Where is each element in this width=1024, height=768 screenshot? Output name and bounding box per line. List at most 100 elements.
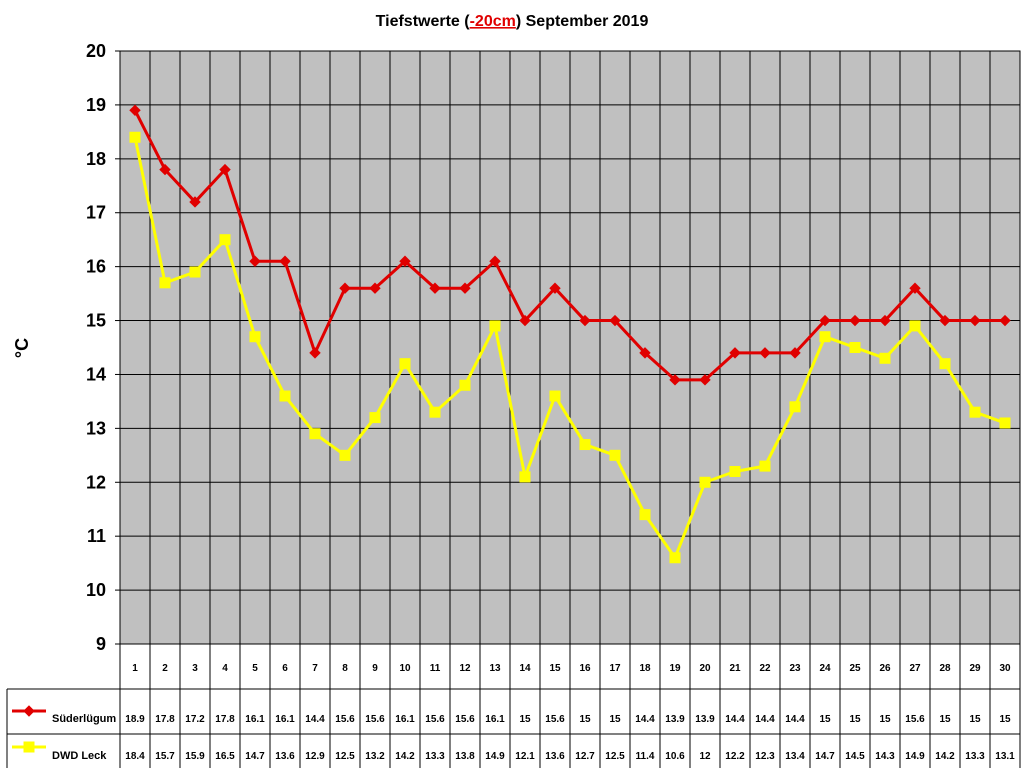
x-tick-label: 13 (489, 663, 501, 674)
y-tick-label: 18 (86, 149, 106, 169)
data-point (609, 314, 621, 327)
data-point (489, 255, 501, 267)
y-tick-label: 10 (86, 580, 106, 600)
data-label: 14.3 (875, 751, 895, 762)
data-point (279, 390, 291, 402)
data-point (669, 552, 681, 564)
x-tick-label: 10 (399, 663, 411, 674)
data-point (339, 282, 351, 294)
data-point (999, 417, 1011, 429)
x-tick-label: 11 (430, 663, 441, 674)
x-tick-label: 2 (162, 663, 168, 674)
data-label: 12.1 (515, 751, 535, 762)
data-point (699, 374, 711, 386)
y-tick-label: 9 (96, 634, 106, 654)
y-tick-label: 19 (86, 95, 106, 115)
data-label: 15 (819, 714, 831, 725)
data-point (459, 379, 471, 391)
data-point (849, 314, 861, 327)
data-label: 13.4 (785, 751, 805, 762)
x-tick-label: 1 (132, 663, 138, 674)
x-tick-label: 3 (192, 663, 198, 674)
data-label: 16.1 (275, 714, 295, 725)
data-label: 16.1 (395, 714, 415, 725)
data-label: 15 (999, 714, 1011, 725)
data-label: 15 (969, 714, 981, 725)
data-point (189, 196, 201, 208)
data-label: 13.6 (275, 751, 295, 762)
data-point (549, 390, 561, 402)
data-point (579, 439, 591, 451)
data-label: 15 (849, 714, 861, 725)
data-label: 12 (699, 751, 711, 762)
data-label: 13.9 (695, 714, 715, 725)
data-label: 12.3 (755, 751, 775, 762)
chart-title: Tiefstwerte (-20cm) September 2019 (376, 13, 649, 30)
x-tick-label: 27 (909, 663, 921, 674)
data-label: 14.2 (395, 751, 415, 762)
x-tick-label: 26 (879, 663, 891, 674)
data-point (909, 282, 921, 294)
data-point (399, 358, 411, 370)
x-tick-label: 15 (549, 663, 561, 674)
data-point (969, 314, 981, 327)
data-point (759, 460, 771, 472)
data-label: 14.4 (785, 714, 805, 725)
data-label: 14.5 (845, 751, 865, 762)
data-point (999, 314, 1011, 327)
data-label: 14.7 (815, 751, 835, 762)
data-label: 16.1 (485, 714, 505, 725)
y-tick-label: 12 (86, 472, 106, 492)
data-point (639, 509, 651, 521)
x-tick-label: 12 (459, 663, 471, 674)
chart-title-suffix: ) September 2019 (516, 13, 649, 30)
x-tick-label: 16 (579, 663, 591, 674)
data-point (879, 314, 891, 327)
y-tick-label: 16 (86, 257, 106, 277)
y-tick-label: 20 (86, 41, 106, 61)
data-label: 16.1 (245, 714, 265, 725)
data-label: 13.2 (365, 751, 385, 762)
data-point (789, 347, 801, 359)
data-point (939, 314, 951, 327)
data-label: 12.2 (725, 751, 745, 762)
data-point (519, 471, 531, 483)
data-point (639, 347, 651, 359)
x-tick-label: 14 (519, 663, 531, 674)
data-label: 15.6 (335, 714, 355, 725)
data-point (549, 282, 561, 294)
x-tick-label: 21 (729, 663, 741, 674)
data-label: 13.3 (965, 751, 985, 762)
data-point (219, 163, 231, 176)
data-point (909, 320, 921, 332)
data-label: 14.4 (725, 714, 745, 725)
data-label: 12.7 (575, 751, 595, 762)
data-point (729, 465, 741, 477)
legend-label: Süderlügum (52, 713, 116, 725)
data-label: 15 (609, 714, 621, 725)
x-tick-label: 7 (312, 663, 318, 674)
data-point (849, 342, 861, 353)
data-label: 16.5 (215, 751, 235, 762)
data-label: 13.6 (545, 751, 565, 762)
data-point (159, 277, 171, 289)
data-point (369, 412, 381, 424)
chart-title-highlight: -20cm (470, 13, 516, 30)
data-label: 14.4 (635, 714, 655, 725)
data-label: 17.8 (215, 714, 235, 725)
data-label: 18.9 (125, 714, 145, 725)
y-axis-label: °C (12, 338, 32, 358)
data-label: 14.4 (305, 714, 325, 725)
y-tick-label: 14 (86, 364, 106, 384)
data-point (969, 406, 981, 418)
data-label: 18.4 (125, 751, 145, 762)
data-point (489, 320, 501, 332)
data-label: 15 (579, 714, 591, 725)
data-point (23, 741, 35, 753)
data-label: 14.9 (485, 751, 505, 762)
data-label: 13.9 (665, 714, 685, 725)
data-point (279, 255, 291, 267)
data-label: 17.8 (155, 714, 175, 725)
x-tick-label: 29 (969, 663, 981, 674)
